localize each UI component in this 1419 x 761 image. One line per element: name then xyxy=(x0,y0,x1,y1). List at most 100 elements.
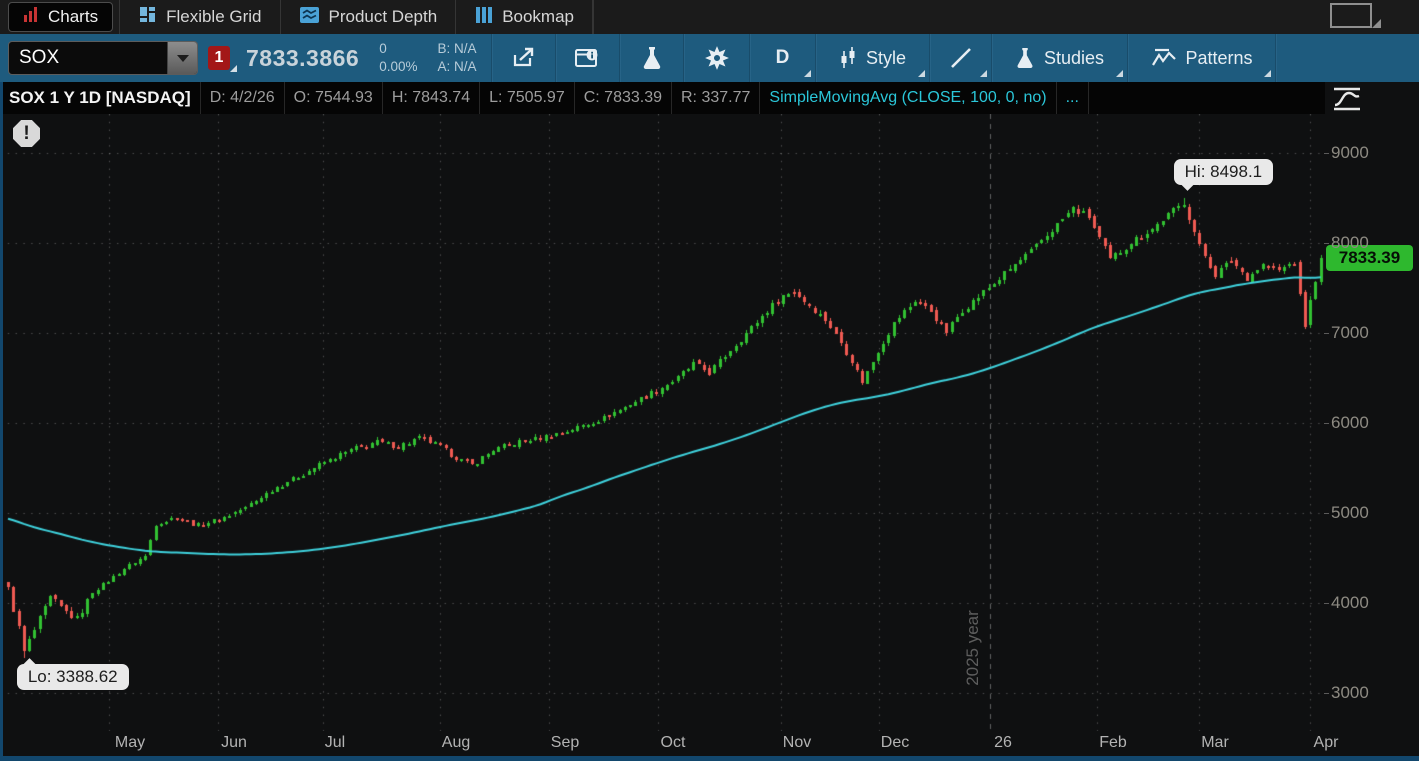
ohlc-low: L: 7505.97 xyxy=(480,82,575,114)
timeframe-button[interactable]: D xyxy=(751,34,815,82)
y-axis-label: 9000 xyxy=(1324,143,1369,162)
y-axis-label: 6000 xyxy=(1324,413,1369,432)
x-axis-label: Oct xyxy=(660,734,686,751)
x-axis-label: Jun xyxy=(221,734,247,751)
toolbar-separator xyxy=(618,34,621,82)
tab-product-depth[interactable]: Product Depth xyxy=(281,0,457,34)
chart-settings-button[interactable] xyxy=(685,34,749,82)
change-stack: 0 0.00% xyxy=(379,40,417,75)
panel-left-edge xyxy=(0,82,3,761)
tabbar-spacer xyxy=(593,0,1419,34)
change-value: 0 xyxy=(379,41,387,57)
chart-title: SOX 1 Y 1D [NASDAQ] xyxy=(0,82,201,114)
toolbar-separator xyxy=(1126,34,1129,82)
ohlc-open: O: 7544.93 xyxy=(285,82,383,114)
chart-header: SOX 1 Y 1D [NASDAQ] D: 4/2/26 O: 7544.93… xyxy=(0,82,1325,114)
ohlc-date: D: 4/2/26 xyxy=(201,82,285,114)
x-axis-label: Feb xyxy=(1099,734,1127,751)
chart-panel: SOX 1 Y 1D [NASDAQ] D: 4/2/26 O: 7544.93… xyxy=(0,82,1419,761)
y-axis-label: 5000 xyxy=(1324,503,1369,522)
study-ellipsis[interactable]: ... xyxy=(1057,82,1089,114)
share-icon xyxy=(511,46,537,70)
patterns-icon xyxy=(1151,47,1177,69)
x-axis-label: Mar xyxy=(1201,734,1229,751)
y-axis-label: 7000 xyxy=(1324,323,1369,342)
toolbar-separator xyxy=(748,34,751,82)
tab-label: Charts xyxy=(48,7,99,26)
depth-waves-icon xyxy=(299,6,320,29)
tab-flexible-grid[interactable]: Flexible Grid xyxy=(119,0,281,34)
y-axis-label: 4000 xyxy=(1324,593,1369,612)
last-price: 7833.3866 xyxy=(246,44,360,71)
y-axis-label: 8000 xyxy=(1324,233,1369,252)
quick-study-button[interactable] xyxy=(621,34,683,82)
chevron-down-icon xyxy=(176,54,189,62)
patterns-button[interactable]: Patterns xyxy=(1129,34,1275,82)
flask-icon xyxy=(641,45,663,71)
tab-charts[interactable]: Charts xyxy=(8,2,114,32)
toolbar-separator xyxy=(1274,34,1277,82)
toolbar-separator xyxy=(814,34,817,82)
warning-icon[interactable]: ! xyxy=(13,120,40,147)
price-scale-mode-icon[interactable] xyxy=(1330,86,1364,112)
low-marker-bubble: Lo: 3388.62 xyxy=(16,664,129,691)
ohlc-high: H: 7843.74 xyxy=(383,82,481,114)
window-info-icon xyxy=(574,46,601,70)
symbol-dropdown-button[interactable] xyxy=(167,42,197,74)
x-axis: May Jun Jul Aug Sep Oct Nov Dec 26 Feb Mar Apr xyxy=(0,731,1419,757)
ask-value: A: N/A xyxy=(437,59,477,74)
ohlc-range: R: 337.77 xyxy=(672,82,761,114)
tab-label: Bookmap xyxy=(502,7,575,26)
study-label[interactable]: SimpleMovingAvg (CLOSE, 100, 0, no) xyxy=(760,82,1057,114)
x-axis-label: Apr xyxy=(1313,734,1339,751)
timeframe-value: D xyxy=(775,47,790,68)
top-tab-bar: Charts Flexible Grid Product Depth Bookm… xyxy=(0,0,1419,34)
year-divider-label: 2025 year xyxy=(963,610,982,686)
bid-ask-stack: B: N/A A: N/A xyxy=(438,40,477,75)
toolbar-spacer xyxy=(1277,34,1419,82)
grid-icon xyxy=(138,5,157,29)
layout-selector-corner-icon xyxy=(1372,19,1381,28)
bookmap-bars-icon xyxy=(474,6,493,29)
x-axis-label: Aug xyxy=(441,734,471,751)
style-label: Style xyxy=(866,47,907,68)
flag-badge[interactable]: 1 xyxy=(208,46,237,72)
patterns-label: Patterns xyxy=(1185,47,1253,68)
toolbar-separator xyxy=(554,34,557,82)
symbol-input[interactable]: SOX xyxy=(8,41,198,75)
flask-icon xyxy=(1015,46,1035,70)
studies-button[interactable]: Studies xyxy=(993,34,1127,82)
chart-describer-button[interactable] xyxy=(557,34,619,82)
toolbar-separator xyxy=(682,34,685,82)
tab-bookmap[interactable]: Bookmap xyxy=(456,0,594,34)
x-axis-label: Nov xyxy=(782,734,812,751)
share-button[interactable] xyxy=(493,34,555,82)
gear-icon xyxy=(704,45,730,71)
chart-canvas[interactable] xyxy=(0,114,1325,731)
x-axis-label: May xyxy=(114,734,146,751)
tab-label: Product Depth xyxy=(328,7,438,26)
y-axis-label: 3000 xyxy=(1324,683,1369,702)
toolbar-separator xyxy=(490,34,493,82)
tab-label: Flexible Grid xyxy=(166,7,262,26)
layout-selector-box[interactable] xyxy=(1330,3,1372,28)
last-price-axis-badge: 7833.39 xyxy=(1326,244,1413,271)
candlestick-style-icon xyxy=(839,46,857,70)
bar-chart-icon xyxy=(23,6,40,28)
trendline-icon xyxy=(949,46,973,70)
toolbar-separator xyxy=(990,34,993,82)
drawings-button[interactable] xyxy=(931,34,991,82)
style-button[interactable]: Style xyxy=(817,34,929,82)
bid-value: B: N/A xyxy=(437,41,477,57)
x-axis-label: Dec xyxy=(880,734,910,751)
x-axis-label: 26 xyxy=(994,734,1012,751)
panel-bottom-edge xyxy=(0,756,1419,761)
x-axis-label: Jul xyxy=(324,734,346,751)
studies-label: Studies xyxy=(1044,47,1105,68)
ohlc-close: C: 7833.39 xyxy=(575,82,672,114)
chart-toolbar: SOX 1 7833.3866 0 0.00% B: N/A A: N/A D xyxy=(0,34,1419,82)
x-axis-label: Sep xyxy=(550,734,580,751)
symbol-value: SOX xyxy=(19,47,60,68)
change-percent: 0.00% xyxy=(379,59,418,74)
high-marker-bubble: Hi: 8498.1 xyxy=(1173,159,1274,186)
